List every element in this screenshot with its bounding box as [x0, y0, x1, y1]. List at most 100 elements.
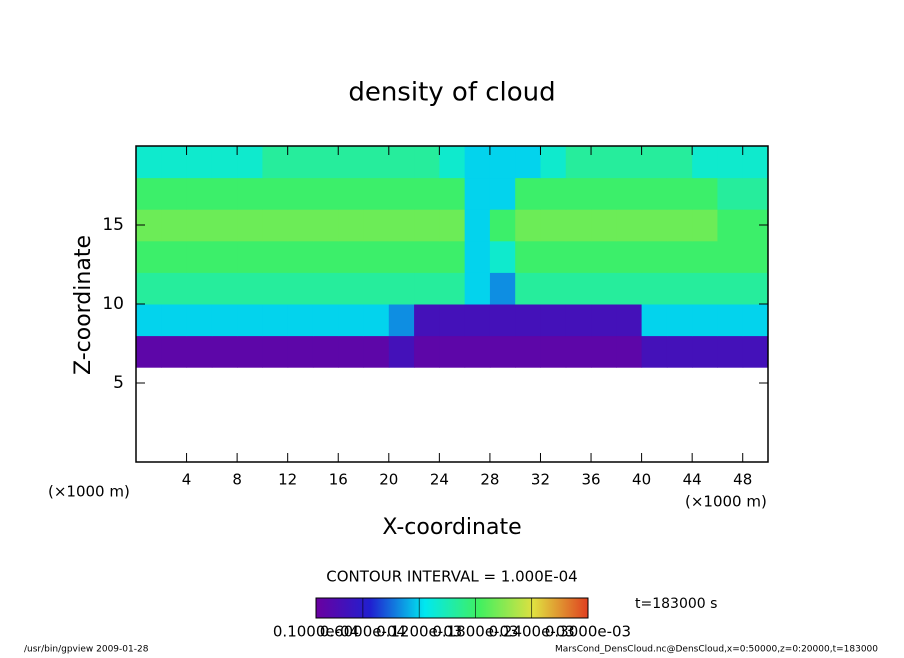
heat-cell — [363, 304, 390, 337]
x-tick-label: 32 — [531, 471, 550, 489]
heat-cell — [489, 146, 516, 179]
heat-cell — [237, 240, 263, 273]
heat-cell — [287, 304, 314, 337]
heat-cell — [666, 209, 693, 242]
heat-cell — [666, 304, 693, 337]
heat-cell — [591, 209, 617, 242]
heat-cell — [287, 335, 314, 368]
x-unit-label: (×1000 m) — [685, 493, 767, 511]
heat-cell — [414, 240, 440, 273]
heat-cell — [211, 209, 238, 242]
heat-cell — [515, 177, 541, 210]
heat-cell — [591, 272, 617, 305]
x-tick-label: 12 — [278, 471, 297, 489]
x-tick-label: 16 — [329, 471, 348, 489]
heat-cell — [287, 146, 314, 179]
y-axis-label: Z-coordinate — [71, 235, 96, 375]
heat-cell — [464, 272, 491, 305]
heat-cell — [287, 177, 314, 210]
colorbar-tick-label: 0.1200e-03 — [376, 623, 462, 641]
heat-cell — [439, 304, 466, 337]
heat-cell — [388, 209, 415, 242]
x-tick-label: 8 — [232, 471, 242, 489]
heat-cell — [515, 146, 541, 179]
heat-cell — [742, 335, 769, 368]
y-tick-label: 10 — [102, 294, 124, 314]
heat-cell — [464, 146, 491, 179]
heat-cell — [237, 177, 263, 210]
heat-cell — [338, 146, 365, 179]
x-tick-label: 44 — [683, 471, 702, 489]
heat-cell — [464, 177, 491, 210]
heat-cell — [565, 209, 592, 242]
heat-cell — [439, 335, 466, 368]
heat-cell — [742, 177, 769, 210]
colorbar-tick-label: 0.1800e-03 — [432, 623, 518, 641]
heat-cell — [312, 209, 339, 242]
heat-cell — [515, 209, 541, 242]
heat-cell — [591, 335, 617, 368]
heat-cell — [616, 209, 643, 242]
heat-cell — [262, 146, 289, 179]
heat-cell — [388, 240, 415, 273]
heat-cell — [186, 240, 213, 273]
heat-cell — [565, 177, 592, 210]
heat-cell — [136, 240, 162, 273]
heat-cell — [641, 240, 668, 273]
x-tick-label: 40 — [632, 471, 651, 489]
heat-cell — [591, 240, 617, 273]
heat-cell — [717, 335, 744, 368]
heat-cell — [363, 146, 390, 179]
heat-cell — [388, 146, 415, 179]
heat-cell — [717, 177, 744, 210]
heat-cell — [211, 272, 238, 305]
heat-cell — [489, 335, 516, 368]
heat-cell — [439, 272, 466, 305]
x-tick-label: 36 — [581, 471, 600, 489]
heat-cell — [262, 304, 289, 337]
heat-cell — [439, 209, 466, 242]
heat-cell — [439, 240, 466, 273]
heat-cell — [338, 304, 365, 337]
heat-cell — [338, 272, 365, 305]
heat-cell — [742, 146, 769, 179]
heat-cell — [742, 272, 769, 305]
heat-cell — [565, 146, 592, 179]
x-tick-label: 4 — [182, 471, 192, 489]
heat-cell — [717, 146, 744, 179]
heat-cell — [211, 240, 238, 273]
heat-cell — [262, 177, 289, 210]
heat-cell — [312, 240, 339, 273]
heat-cell — [439, 146, 466, 179]
heat-cell — [414, 335, 440, 368]
heat-cell — [136, 304, 162, 337]
heat-cell — [692, 304, 718, 337]
x-axis-label: X-coordinate — [382, 515, 521, 540]
heat-cell — [161, 335, 188, 368]
y-tick-label: 15 — [102, 215, 124, 235]
heat-cell — [237, 146, 263, 179]
heat-cell — [312, 177, 339, 210]
heat-cell — [464, 240, 491, 273]
heat-cell — [742, 240, 769, 273]
heat-cell — [717, 304, 744, 337]
heat-cell — [287, 240, 314, 273]
heat-cell — [464, 209, 491, 242]
heat-cell — [616, 335, 643, 368]
heat-cell — [136, 146, 162, 179]
heat-cell — [692, 209, 718, 242]
heat-cell — [641, 272, 668, 305]
heat-cell — [666, 177, 693, 210]
heat-cell — [414, 146, 440, 179]
heat-cell — [161, 240, 188, 273]
heat-cell — [489, 304, 516, 337]
heat-cell — [262, 209, 289, 242]
heat-cell — [287, 272, 314, 305]
colorbar — [315, 597, 589, 619]
heat-cell — [312, 304, 339, 337]
heat-cell — [338, 209, 365, 242]
heat-cell — [565, 240, 592, 273]
heat-cell — [262, 272, 289, 305]
heat-cell — [287, 209, 314, 242]
